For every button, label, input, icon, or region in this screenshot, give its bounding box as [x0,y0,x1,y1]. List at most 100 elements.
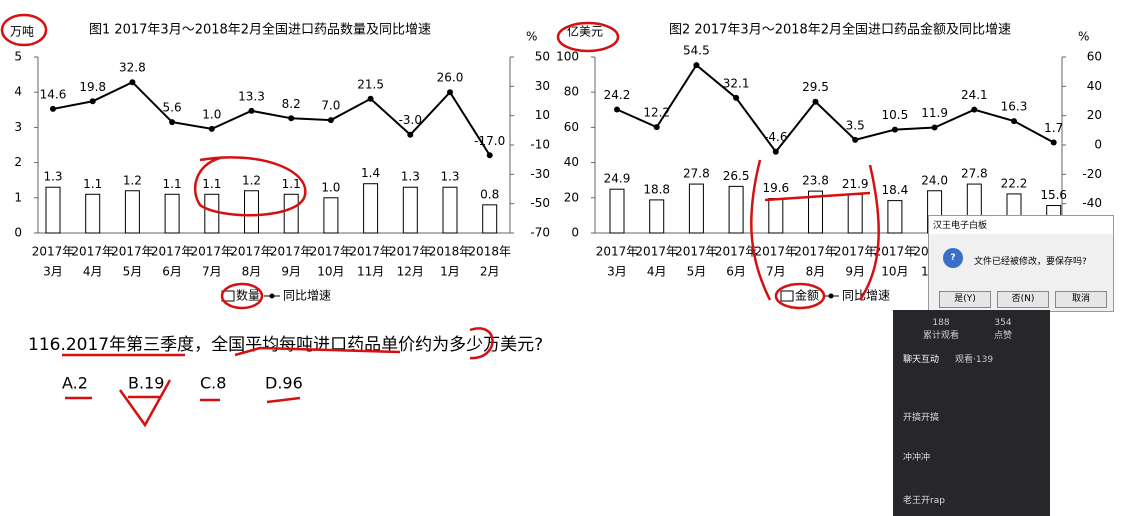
x-tick-label: 2017年 [191,245,234,259]
button[interactable]: 取消 [1055,291,1107,308]
x-tick-label: 5月 [687,265,707,279]
x-tick-label: 2017年 [32,245,75,259]
x-tick-label: 2018年 [429,245,472,259]
data-label: 1.3 [440,170,459,184]
y2-tick-label: 20 [1087,108,1102,122]
bar [609,188,625,234]
data-label: 3.5 [846,118,865,132]
legend-label: 同比增速 [842,289,890,303]
x-tick-label: 7月 [766,265,786,279]
x-tick-label: 2017年 [71,245,114,259]
data-label: 1.1 [83,177,102,191]
icon: ? [943,248,963,268]
data-label: 1.2 [123,173,142,187]
bar [688,183,704,234]
x-tick-label: 2017年 [230,245,273,259]
point [367,95,374,102]
data-label: 21.5 [357,77,384,91]
legend-label: 数量 [236,288,260,303]
data-label: -4.6 [764,130,787,144]
x-tick-label: 11月 [357,265,384,279]
tab[interactable]: 聊天互动 [903,355,940,365]
data-label: 1.4 [361,166,380,180]
y-tick-label: 1 [14,190,22,204]
x-tick-label: 2017年 [596,245,639,259]
data-label: 7.0 [321,99,340,113]
dialog-title: 汉王电子白板 [929,216,1113,234]
data-label: 18.4 [882,183,909,197]
x-tick-label: 10月 [881,265,908,279]
bar [402,186,418,234]
y-tick-label: 2 [14,155,22,169]
bar [204,193,220,234]
point [447,89,453,96]
x-tick-label: 2018年 [468,245,511,259]
point [931,124,938,131]
data-label: 24.0 [921,173,948,187]
x-tick-label: 9月 [281,265,301,279]
legend-point [828,293,834,299]
point [772,148,779,155]
bar [323,197,339,234]
x-tick-label: 2017年 [270,245,313,259]
x-tick-label: 2017年 [834,245,877,259]
legend-label: 金额 [795,288,819,303]
data-label: 12.2 [643,106,670,120]
bar [847,193,863,234]
point [129,79,136,86]
data-label: 32.1 [723,76,750,90]
point [653,124,660,131]
x-tick-label: 2017年 [715,245,758,259]
x-tick-label: 2017年 [874,245,917,259]
legend-label: 同比增速 [283,289,331,303]
x-tick-label: 6月 [162,265,182,279]
chat-panel: 188 累计观看 354 点赞 聊天互动 观看·139 开搞开搞 冲冲冲 老王开ra… [893,310,1050,516]
data-label: 24.9 [604,172,631,186]
x-tick-label: 6月 [726,265,746,279]
line [616,63,1055,154]
data-label: 1.1 [202,177,221,191]
data-label: 18.8 [643,182,670,196]
button[interactable]: 否(N) [997,291,1049,308]
x-tick-label: 2017年 [151,245,194,259]
y2-tick-label: -30 [530,167,550,181]
point [248,107,255,114]
x-tick-label: 2017年 [794,245,837,259]
y-tick-label: 4 [14,85,22,99]
bar [482,204,498,234]
y-axis-label: 万吨 [10,25,34,39]
x-tick-label: 8月 [242,265,262,279]
y-tick-label: 0 [14,226,22,240]
point [733,94,740,101]
y2-tick-label: -40 [1082,196,1102,210]
bar [164,193,180,234]
bar [124,190,140,234]
data-label: 1.7 [1044,121,1063,135]
x-tick-label: 10月 [317,265,344,279]
button[interactable]: 是(Y) [939,291,991,308]
data-label: 27.8 [683,167,710,181]
x-tick-label: 9月 [845,265,865,279]
bar [768,198,784,234]
option: A.2 [62,374,88,393]
y2-axis-label: % [526,30,537,44]
x-tick-label: 2月 [480,265,500,279]
y2-tick-label: 60 [1087,50,1102,64]
x-tick-label: 4月 [83,265,103,279]
data-label: 24.1 [961,88,988,102]
dialog: 汉王电子白板 ? 文件已经被修改，要保存吗? 是(Y) 否(N) 取消 [928,215,1114,312]
tab[interactable]: 观看·139 [955,355,994,365]
data-label: 29.5 [802,80,829,94]
point [891,126,898,133]
point [812,98,819,105]
bar [649,199,665,234]
x-tick-label: 7月 [202,265,222,279]
bar [283,193,299,234]
data-label: 0.8 [480,187,499,201]
point [288,115,295,122]
data-label: 27.8 [961,167,988,181]
bar [244,190,259,234]
stat: 188 累计观看 [911,318,971,341]
data-label: 1.0 [202,107,221,121]
y-tick-label: 40 [564,155,579,169]
